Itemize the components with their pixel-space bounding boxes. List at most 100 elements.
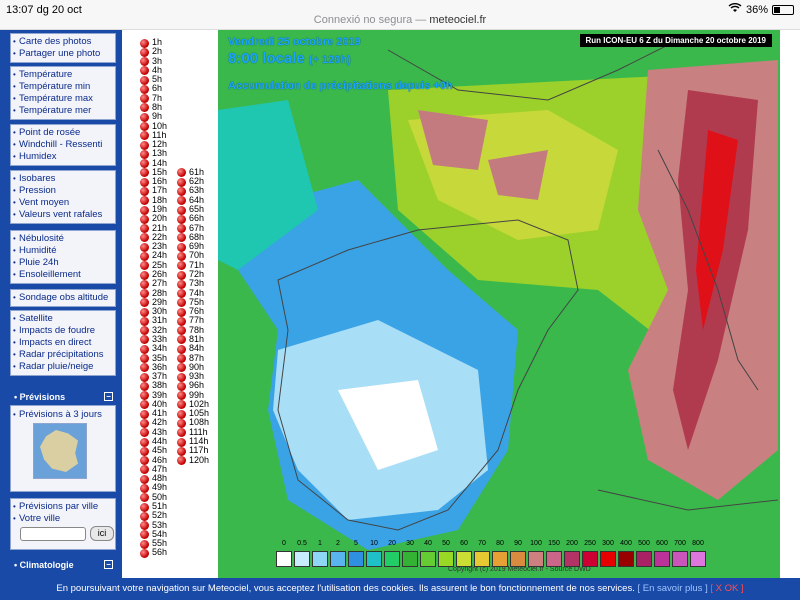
hour-link[interactable]: 10h [140,121,167,132]
hour-link[interactable]: 47h [140,464,167,475]
hour-link[interactable]: 74h [177,288,204,299]
cookie-more-link[interactable]: [ En savoir plus ] [637,583,708,594]
hour-link[interactable]: 77h [177,316,204,326]
hour-link[interactable]: 108h [177,418,209,428]
hour-link[interactable]: 75h [177,297,204,308]
hour-link[interactable]: 15h [140,167,167,178]
hour-link[interactable]: 65h [177,204,204,215]
hour-link[interactable]: 27h [140,279,167,289]
sidebar-item-pluie-24h[interactable]: Pluie 24h [11,257,115,269]
sidebar-item-radar-pr-cipitations[interactable]: Radar précipitations [11,349,115,361]
hour-link[interactable]: 29h [140,297,167,308]
hour-link[interactable]: 39h [140,390,167,401]
hour-link[interactable]: 78h [177,325,204,336]
sidebar-item-temp-rature[interactable]: Température [11,69,115,81]
previsions-3jours-link[interactable]: Prévisions à 3 jours [11,409,115,421]
hour-link[interactable]: 51h [140,501,167,512]
hour-link[interactable]: 62h [177,177,204,187]
hour-link[interactable]: 54h [140,529,167,540]
hour-link[interactable]: 102h [177,399,209,410]
hour-link[interactable]: 50h [140,492,167,503]
collapse-icon[interactable]: − [104,560,113,569]
hour-link[interactable]: 71h [177,260,204,271]
hour-link[interactable]: 37h [140,371,167,382]
hour-link[interactable]: 23h [140,242,167,252]
hour-link[interactable]: 76h [177,306,204,317]
cookie-ok-button[interactable]: [ X OK ] [710,583,744,594]
hour-link[interactable]: 42h [140,418,167,428]
ici-button[interactable]: ici [90,526,114,541]
hour-link[interactable]: 31h [140,316,167,326]
hour-link[interactable]: 55h [140,538,167,549]
sidebar-item-impacts-de-foudre[interactable]: Impacts de foudre [11,325,115,337]
hour-link[interactable]: 45h [140,446,167,456]
hour-link[interactable]: 4h [140,65,162,76]
hour-link[interactable]: 8h [140,102,162,113]
sidebar-item-temp-rature-min[interactable]: Température min [11,81,115,93]
sidebar-item-carte-des-photos[interactable]: Carte des photos [11,36,115,48]
hour-link[interactable]: 35h [140,353,167,364]
hour-link[interactable]: 34h [140,344,167,354]
hour-link[interactable]: 6h [140,84,162,94]
sidebar-item-satellite[interactable]: Satellite [11,313,115,325]
hour-link[interactable]: 19h [140,204,167,215]
sidebar-item-impacts-en-direct[interactable]: Impacts en direct [11,337,115,349]
hour-link[interactable]: 5h [140,74,162,85]
hour-link[interactable]: 114h [177,436,208,447]
hour-link[interactable]: 36h [140,362,167,373]
sidebar-item-radar-pluie-neige[interactable]: Radar pluie/neige [11,361,115,373]
hour-link[interactable]: 93h [177,371,204,382]
hour-link[interactable]: 38h [140,381,167,391]
hour-link[interactable]: 56h [140,548,167,558]
sidebar-item-isobares[interactable]: Isobares [11,173,115,185]
climatologie-header[interactable]: • Climatologie − [10,558,116,572]
hour-link[interactable]: 9h [140,112,162,122]
hour-link[interactable]: 69h [177,242,204,252]
previsions-header[interactable]: • Prévisions − [10,390,116,404]
hour-link[interactable]: 41h [140,409,167,419]
hour-link[interactable]: 68h [177,232,204,243]
hour-link[interactable]: 32h [140,325,167,336]
hour-link[interactable]: 96h [177,381,204,391]
hour-link[interactable]: 120h [177,455,209,466]
sidebar-item-pression[interactable]: Pression [11,185,115,197]
sidebar-item-humidex[interactable]: Humidex [11,151,115,163]
hour-link[interactable]: 53h [140,520,167,531]
hour-link[interactable]: 111h [177,427,208,438]
hour-link[interactable]: 25h [140,260,167,271]
hour-link[interactable]: 30h [140,306,167,317]
sidebar-item-sondage-obs-altitude[interactable]: Sondage obs altitude [11,292,115,304]
hour-link[interactable]: 48h [140,474,167,484]
sidebar-item-temp-rature-mer[interactable]: Température mer [11,105,115,117]
hour-link[interactable]: 81h [177,334,204,345]
collapse-icon[interactable]: − [104,392,113,401]
hour-link[interactable]: 73h [177,279,204,289]
hour-link[interactable]: 52h [140,511,167,521]
hour-link[interactable]: 64h [177,195,204,206]
hour-link[interactable]: 40h [140,399,167,410]
hour-link[interactable]: 49h [140,483,167,493]
city-input[interactable] [20,527,86,541]
hour-link[interactable]: 90h [177,362,204,373]
sidebar-item-partager-une-photo[interactable]: Partager une photo [11,48,115,60]
hour-link[interactable]: 11h [140,130,166,141]
france-map-thumbnail[interactable] [33,423,87,479]
hour-link[interactable]: 17h [140,186,167,196]
hour-link[interactable]: 43h [140,427,167,438]
hour-link[interactable]: 28h [140,288,167,299]
sidebar-item-ensoleillement[interactable]: Ensoleillement [11,269,115,281]
hour-link[interactable]: 21h [140,223,167,234]
hour-link[interactable]: 7h [140,93,162,104]
sidebar-item-n-bulosit-[interactable]: Nébulosité [11,233,115,245]
hour-link[interactable]: 46h [140,455,167,466]
hour-link[interactable]: 61h [177,167,204,178]
hour-link[interactable]: 87h [177,353,204,364]
hour-link[interactable]: 70h [177,251,204,261]
hour-link[interactable]: 2h [140,47,162,57]
hour-link[interactable]: 14h [140,158,167,169]
hour-link[interactable]: 66h [177,214,204,224]
hour-link[interactable]: 67h [177,223,204,234]
hour-link[interactable]: 26h [140,269,167,280]
hour-link[interactable]: 22h [140,232,167,243]
sidebar-item-windchill-ressenti[interactable]: Windchill - Ressenti [11,139,115,151]
